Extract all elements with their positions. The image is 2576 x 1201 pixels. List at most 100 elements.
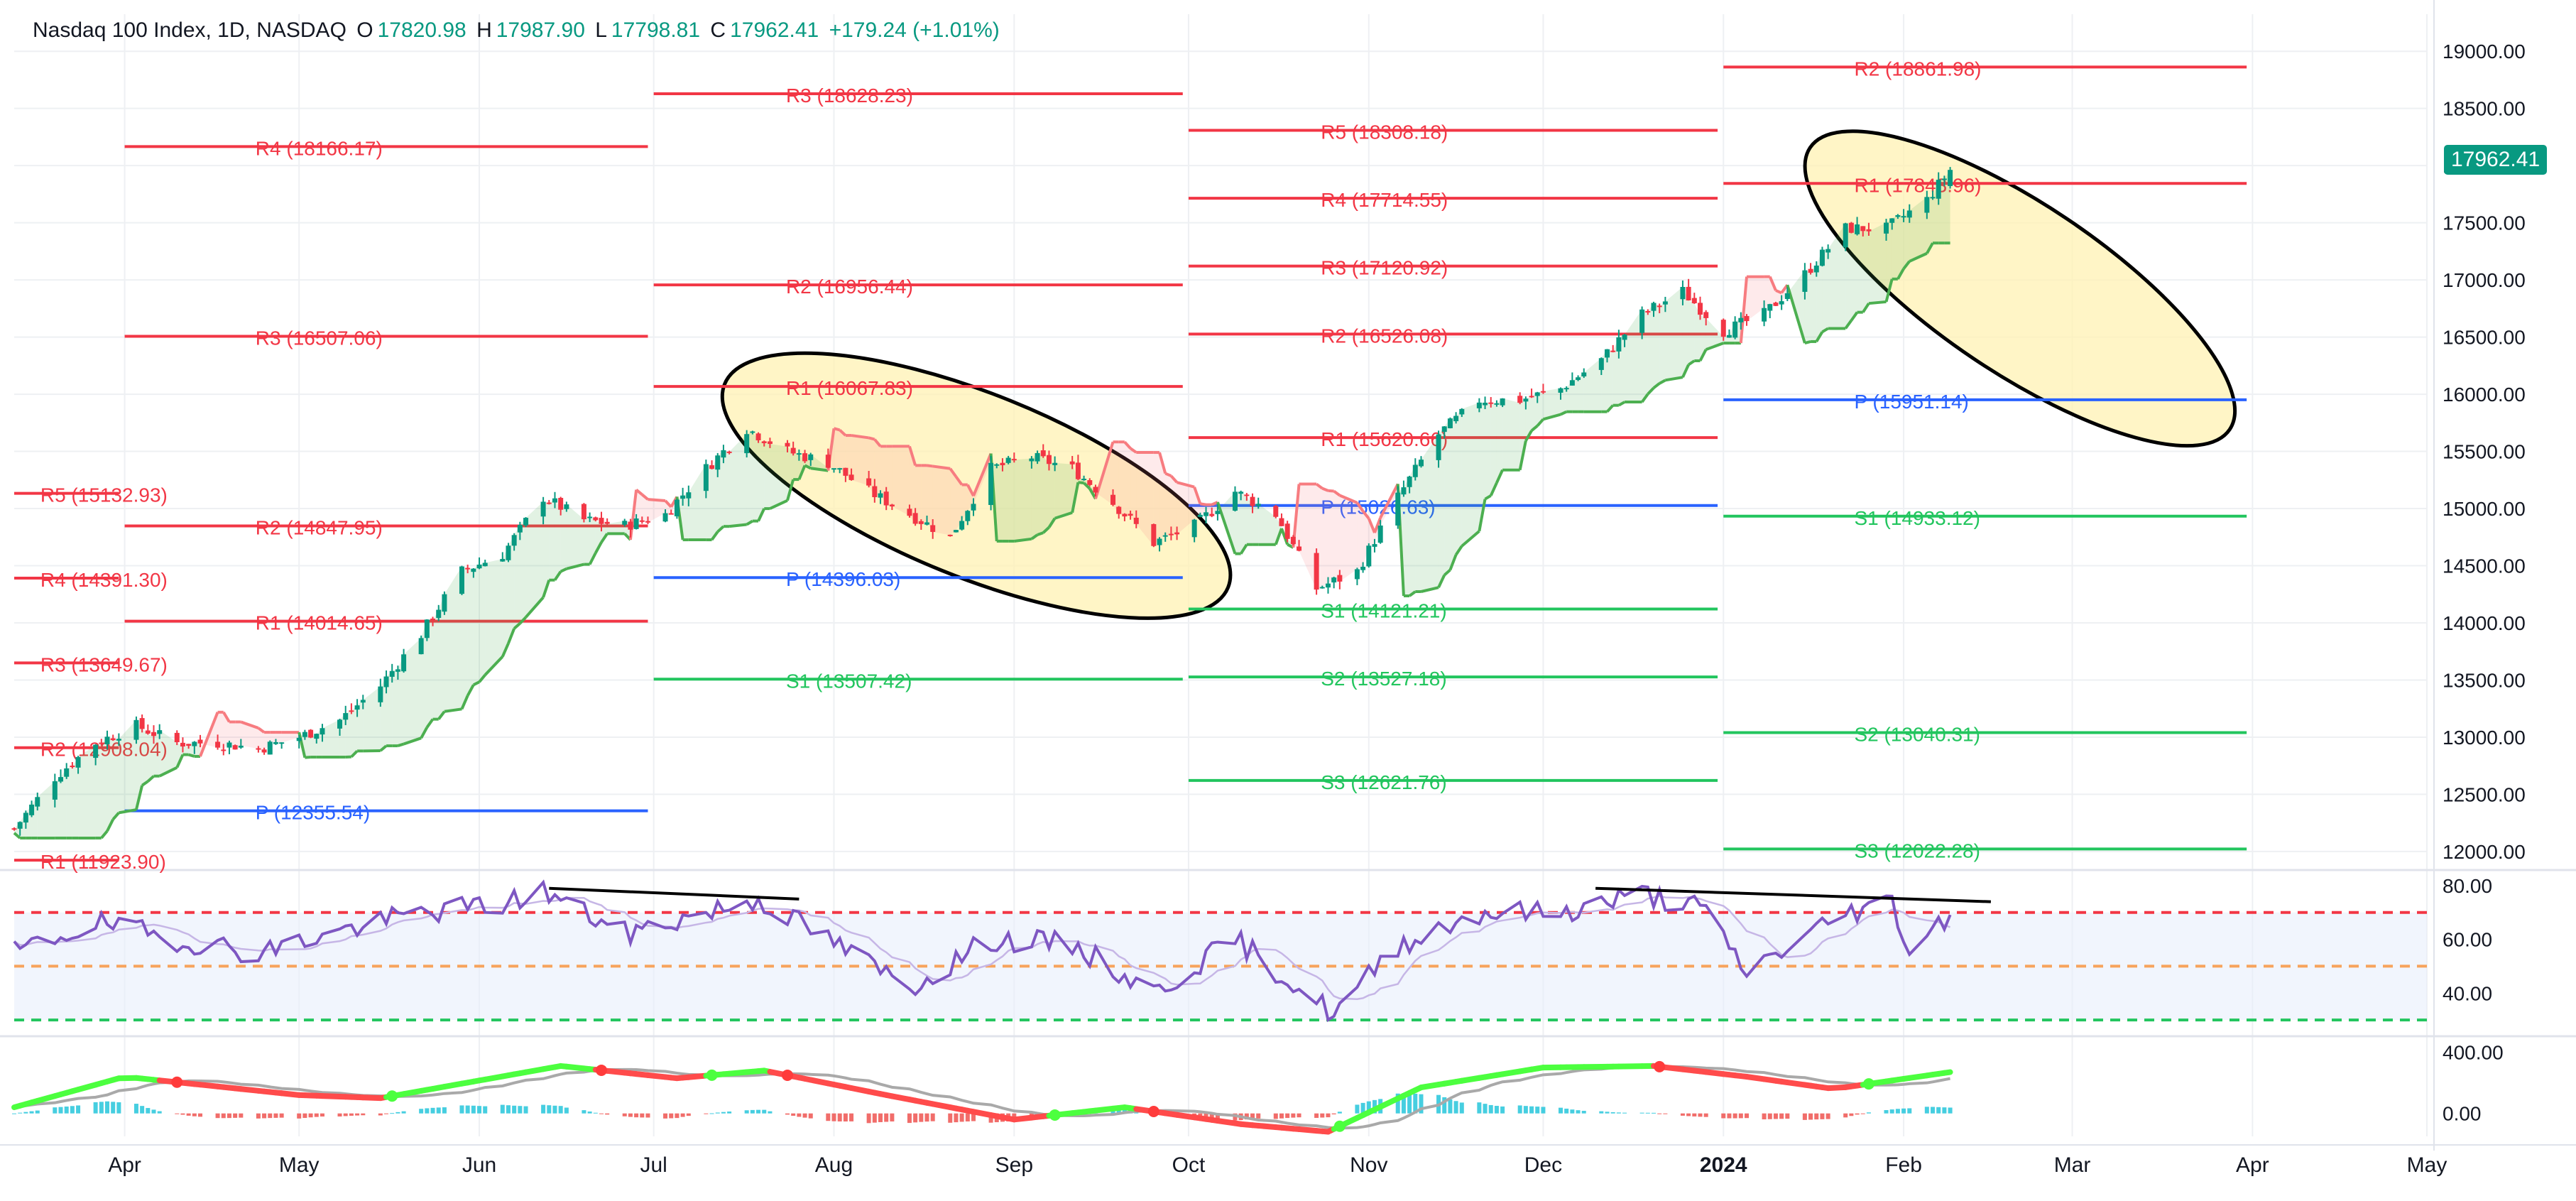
macd-histogram-bar <box>1599 1112 1603 1114</box>
candle-body <box>1401 487 1406 494</box>
candle-body <box>1948 170 1953 186</box>
macd-histogram-bar <box>280 1114 284 1118</box>
macd-histogram-bar <box>187 1114 191 1116</box>
macd-histogram-bar <box>1896 1109 1900 1113</box>
band-fill-segment <box>764 443 770 509</box>
band-fill-segment <box>1119 442 1125 516</box>
candle-body <box>1767 304 1772 310</box>
candle-body <box>1238 491 1243 494</box>
macd-histogram-bar <box>1640 1113 1644 1114</box>
macd-histogram-bar <box>239 1114 243 1118</box>
band-fill-segment <box>1299 484 1317 590</box>
band-fill-segment <box>474 565 479 685</box>
band-fill-segment <box>584 516 589 564</box>
candle-body <box>1652 303 1657 310</box>
macd-histogram-bar <box>146 1108 150 1114</box>
band-fill-segment <box>322 719 340 757</box>
macd-histogram-bar <box>727 1112 731 1114</box>
macd-histogram-bar <box>1826 1114 1830 1119</box>
macd-histogram-bar <box>99 1102 104 1113</box>
band-fill-segment <box>1357 503 1363 570</box>
macd-histogram-bar <box>466 1106 470 1114</box>
macd-histogram-bar <box>1768 1114 1772 1119</box>
candle-body <box>1198 515 1203 517</box>
macd-histogram-bar <box>605 1114 609 1115</box>
macd-histogram-bar <box>1948 1107 1953 1113</box>
candle-body <box>1378 526 1383 543</box>
candle-body <box>157 730 162 734</box>
macd-histogram-bar <box>838 1114 842 1121</box>
macd-histogram-bar <box>431 1108 435 1114</box>
macd-histogram-bar <box>297 1114 301 1119</box>
macd-histogram-bar <box>53 1107 57 1114</box>
macd-histogram-bar <box>884 1114 888 1122</box>
macd-histogram-bar <box>18 1113 22 1114</box>
band-fill-segment <box>1462 403 1480 546</box>
y-tick-label: 15500.00 <box>2443 441 2526 463</box>
macd-histogram-bar <box>1279 1114 1284 1119</box>
band-fill-segment <box>275 732 281 742</box>
trailing-band-segment <box>1037 533 1043 535</box>
macd-histogram-bar <box>1686 1114 1691 1116</box>
macd-histogram-bar <box>1489 1105 1493 1114</box>
band-fill-segment <box>1625 310 1642 402</box>
macd-histogram-bar <box>1338 1112 1342 1113</box>
macd-cross-dot <box>386 1090 398 1102</box>
candle-body <box>12 828 17 830</box>
macd-histogram-bar <box>23 1112 28 1114</box>
band-fill-segment <box>1404 477 1409 596</box>
candle-body <box>762 441 767 443</box>
pivot-level-label: S2 (13040.31) <box>1854 723 1980 745</box>
band-fill-segment <box>1904 210 1909 268</box>
candle-body <box>988 463 993 505</box>
candle-body <box>675 500 680 516</box>
macd-histogram-bar <box>931 1114 935 1121</box>
band-fill-segment <box>142 729 148 785</box>
macd-histogram-bar <box>36 1111 40 1114</box>
band-fill-segment <box>1014 459 1032 541</box>
candle-body <box>105 737 110 744</box>
candle-body <box>890 504 895 506</box>
macd-histogram-bar <box>849 1114 853 1121</box>
candle-body <box>1732 322 1737 338</box>
macd-histogram-bar <box>1524 1106 1528 1114</box>
candle-body <box>297 738 302 741</box>
candle-body <box>111 738 116 740</box>
macd-histogram-bar <box>1884 1110 1889 1114</box>
candle-body <box>727 452 732 453</box>
candle-body <box>1360 567 1365 570</box>
macd-histogram-bar <box>59 1107 63 1114</box>
close-value: 17962.41 <box>730 18 819 42</box>
macd-histogram-bar <box>116 1102 121 1114</box>
candle-body <box>1285 523 1290 539</box>
band-fill-segment <box>892 446 910 516</box>
macd-histogram-bar <box>1355 1104 1359 1113</box>
macd-histogram-bar <box>1454 1101 1458 1113</box>
pivot-level-label: R3 (16507.06) <box>256 327 383 349</box>
y-tick-label: 13000.00 <box>2443 727 2526 749</box>
macd-tick-label: 0.00 <box>2443 1103 2482 1125</box>
candle-body <box>1459 409 1464 415</box>
candle-body <box>686 492 691 499</box>
candle-body <box>133 720 138 740</box>
close-label: C <box>710 18 726 42</box>
macd-histogram-bar <box>419 1109 423 1113</box>
macd-histogram-bar <box>954 1114 958 1122</box>
candle-body <box>680 496 685 499</box>
macd-histogram-bar <box>1582 1111 1586 1114</box>
candle-body <box>721 450 726 457</box>
candle-body <box>1448 418 1453 428</box>
band-fill-segment <box>96 744 102 838</box>
band-fill-segment <box>503 545 508 656</box>
candle-body <box>1576 377 1581 380</box>
macd-histogram-bar <box>1518 1105 1522 1113</box>
candle-body <box>273 742 278 744</box>
candle-body <box>1564 388 1569 389</box>
band-fill-segment <box>1252 504 1258 544</box>
candle-body <box>1599 358 1604 370</box>
macd-cross-dot <box>1863 1078 1874 1089</box>
pivot-level-label: R5 (18308.18) <box>1321 121 1448 143</box>
macd-cross-dot <box>1148 1106 1159 1117</box>
band-fill-segment <box>933 466 951 535</box>
